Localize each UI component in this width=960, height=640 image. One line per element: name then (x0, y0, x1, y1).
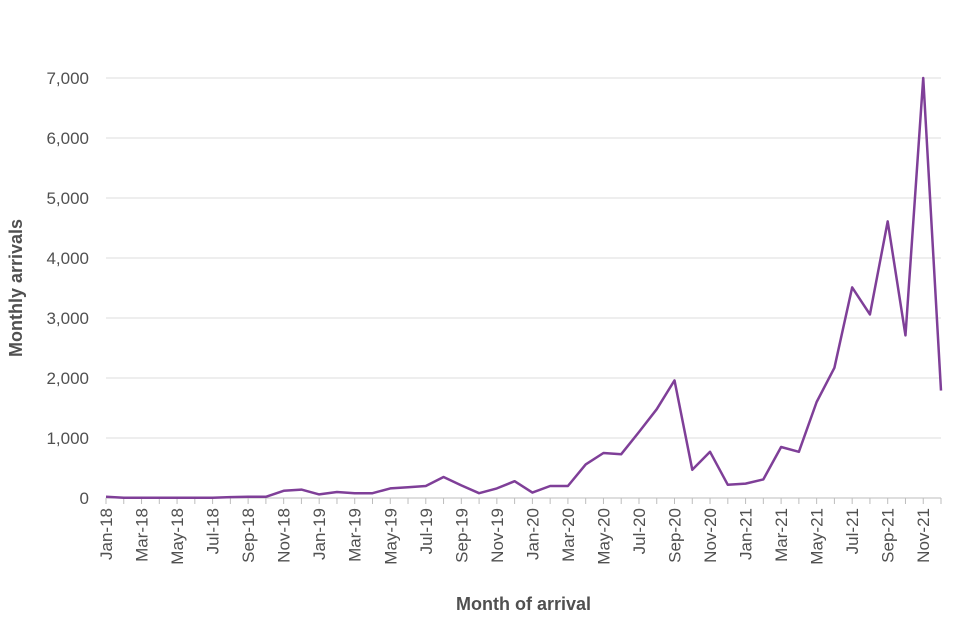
x-tick-label: Jan-18 (97, 508, 116, 560)
x-tick-label: Sep-21 (879, 508, 898, 563)
y-axis-title: Monthly arrivals (6, 219, 26, 357)
x-tick-label: May-20 (594, 508, 613, 565)
x-tick-label: Jul-20 (630, 508, 649, 554)
y-axis-ticks: 0 1,000 2,000 3,000 4,000 5,000 6,000 7,000 (46, 69, 89, 508)
x-tick-label: Jul-19 (417, 508, 436, 554)
y-tick-label: 4,000 (46, 249, 89, 268)
x-tick-label: Sep-19 (452, 508, 471, 563)
x-tick-label: Nov-21 (914, 508, 933, 563)
y-tick-label: 3,000 (46, 309, 89, 328)
x-tick-label: Jul-18 (204, 508, 223, 554)
y-tick-label: 6,000 (46, 129, 89, 148)
y-tick-label: 1,000 (46, 429, 89, 448)
x-tick-label: Nov-20 (701, 508, 720, 563)
series-line (105, 76, 943, 499)
x-tick-label: Mar-20 (559, 508, 578, 562)
x-tick-label: Nov-19 (488, 508, 507, 563)
x-tick-label: Mar-18 (133, 508, 152, 562)
gridlines (106, 77, 941, 439)
x-axis-ticks: Jan-18 Mar-18 May-18 Jul-18 Sep-18 Nov-18 Jan-… (97, 498, 942, 565)
y-tick-label: 5,000 (46, 189, 89, 208)
x-tick-label: May-21 (808, 508, 827, 565)
series-layer (105, 76, 943, 499)
x-tick-label: Sep-18 (239, 508, 258, 563)
y-tick-label: 2,000 (46, 369, 89, 388)
x-tick-label: Sep-20 (666, 508, 685, 563)
x-tick-label: Mar-21 (772, 508, 791, 562)
x-tick-label: Jan-20 (523, 508, 542, 560)
x-tick-label: Jul-21 (843, 508, 862, 554)
y-tick-label: 0 (80, 489, 89, 508)
x-tick-label: May-19 (381, 508, 400, 565)
x-tick-label: Jan-19 (310, 508, 329, 560)
x-tick-label: May-18 (168, 508, 187, 565)
y-tick-label: 7,000 (46, 69, 89, 88)
x-tick-label: Mar-19 (346, 508, 365, 562)
x-tick-label: Jan-21 (737, 508, 756, 560)
x-axis-title: Month of arrival (456, 594, 591, 614)
x-tick-label: Nov-18 (275, 508, 294, 563)
